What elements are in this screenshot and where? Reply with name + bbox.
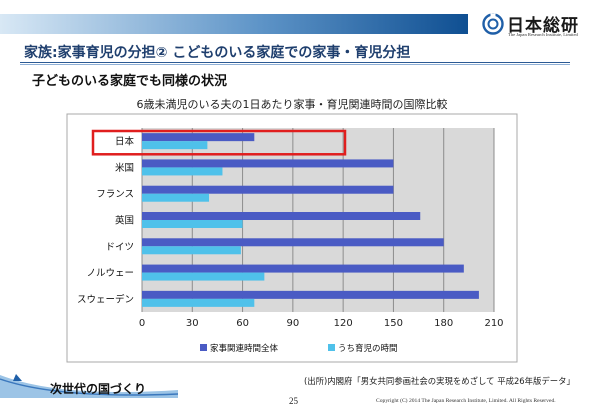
bar-x-1	[142, 167, 223, 176]
bar-x-6	[142, 290, 479, 299]
legend-label: 家事関連時間全体	[210, 343, 279, 354]
x-tick-label: 210	[484, 318, 503, 329]
legend-swatch-x	[200, 344, 207, 351]
bar-x-4	[142, 238, 444, 247]
x-tick-label: 60	[236, 318, 249, 329]
logo-subtitle: The Japan Research Institute, Limited	[508, 32, 578, 37]
y-tick-label: 米国	[115, 162, 134, 174]
y-tick-label: フランス	[96, 189, 134, 200]
copyright-text: Copyright (C) 2014 The Japan Research In…	[376, 398, 556, 404]
y-tick-label: ドイツ	[105, 242, 134, 253]
y-tick-label: 日本	[115, 136, 135, 148]
page-number: 25	[289, 396, 298, 406]
page-subtitle: 子どものいる家庭でも同様の状況	[32, 74, 228, 89]
legend-swatch-x	[328, 344, 335, 351]
title-divider	[20, 62, 570, 63]
bar-x-3	[142, 220, 243, 228]
x-tick-label: 30	[186, 318, 199, 329]
bar-x-1	[142, 159, 394, 168]
company-logo: 日本総研 The Japan Research Institute, Limit…	[482, 10, 588, 40]
x-tick-label: 90	[286, 318, 299, 329]
bar-x-0	[142, 141, 208, 150]
bar-x-0	[142, 133, 255, 142]
bar-x-3	[142, 212, 421, 220]
x-tick-label: 0	[139, 318, 145, 329]
bar-x-2	[142, 193, 210, 202]
x-tick-label: 180	[434, 318, 453, 329]
logo-name: 日本総研	[507, 16, 579, 36]
footer-swoosh-icon	[0, 374, 178, 398]
highlight-box	[91, 129, 347, 156]
bar-x-6	[142, 298, 255, 307]
x-tick-label: 120	[334, 318, 353, 329]
page-title: 家族:家事育児の分担② こどものいる家庭での家事・育児分担	[24, 45, 411, 61]
legend-label: うち育児の時間	[338, 343, 398, 354]
x-tick-label: 150	[384, 318, 403, 329]
y-tick-label: ノルウェー	[86, 268, 134, 279]
bar-x-2	[142, 185, 394, 194]
footer-tagline: 次世代の国づくり	[50, 382, 147, 396]
source-note: (出所)内閣府「男女共同参画社会の実現をめざして 平成26年版データ」	[304, 376, 575, 386]
bar-x-5	[142, 272, 265, 281]
chart-title: 6歳未満児のいる夫の1日あたり家事・育児関連時間の国際比較	[137, 97, 448, 111]
header-banner	[0, 14, 468, 34]
y-tick-label: 英国	[115, 215, 134, 227]
logo-mark-icon	[482, 13, 504, 35]
bar-x-5	[142, 264, 464, 273]
bar-x-4	[142, 246, 241, 255]
title-divider-light	[20, 64, 570, 65]
y-tick-label: スウェーデン	[77, 293, 134, 305]
